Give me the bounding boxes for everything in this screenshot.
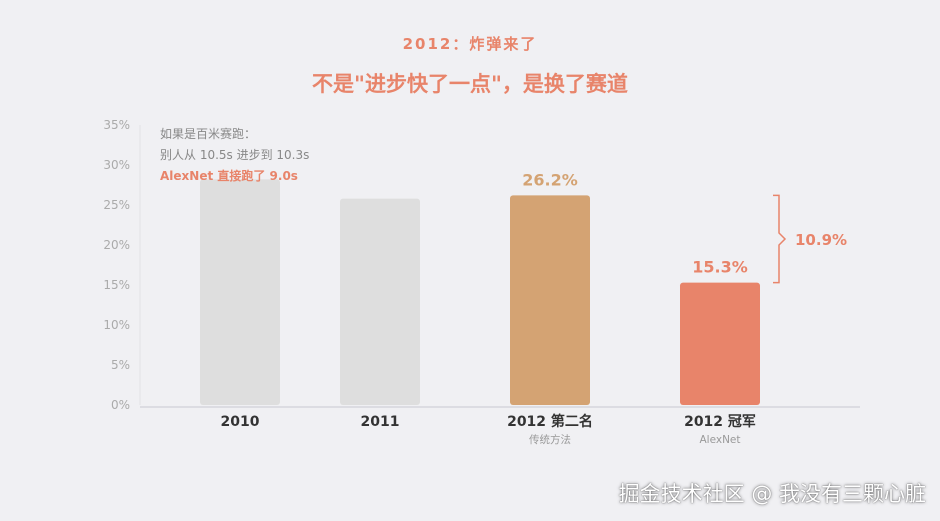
- y-tick-label: 0%: [111, 398, 130, 412]
- note-line-1: 如果是百米赛跑：: [160, 127, 257, 141]
- y-tick-label: 30%: [103, 158, 130, 172]
- x-tick-sublabel: 传统方法: [529, 433, 571, 446]
- bar-1: [200, 179, 280, 405]
- bar-2: [340, 198, 420, 405]
- x-tick-label: 2011: [361, 414, 400, 430]
- chart-kicker: 2012：炸弹来了: [402, 35, 538, 53]
- y-tick-label: 25%: [103, 198, 130, 212]
- difference-label: 10.9%: [795, 231, 847, 249]
- bar-3: [510, 195, 590, 405]
- bar-value-label: 26.2%: [522, 170, 578, 189]
- x-tick-label: 2010: [221, 414, 260, 430]
- bar-value-label: 15.3%: [692, 258, 748, 277]
- y-tick-label: 20%: [103, 238, 130, 252]
- difference-bracket: [773, 194, 787, 284]
- chart-title: 不是"进步快了一点"，是换了赛道: [312, 72, 628, 96]
- x-tick-label: 2012 冠军: [684, 414, 756, 430]
- y-tick-label: 15%: [103, 278, 130, 292]
- y-tick-label: 5%: [111, 358, 130, 372]
- note-line-3: AlexNet 直接跑了 9.0s: [160, 169, 298, 183]
- annotation-note: 如果是百米赛跑： 别人从 10.5s 进步到 10.3s AlexNet 直接跑…: [160, 124, 309, 187]
- y-tick-label: 10%: [103, 318, 130, 332]
- bar-4: [680, 282, 760, 405]
- watermark: 掘金技术社区 @ 我没有三颗心脏: [618, 482, 926, 506]
- x-tick-sublabel: AlexNet: [699, 434, 740, 446]
- x-tick-label: 2012 第二名: [507, 413, 593, 430]
- note-line-2: 别人从 10.5s 进步到 10.3s: [160, 148, 310, 162]
- y-tick-label: 35%: [103, 118, 130, 132]
